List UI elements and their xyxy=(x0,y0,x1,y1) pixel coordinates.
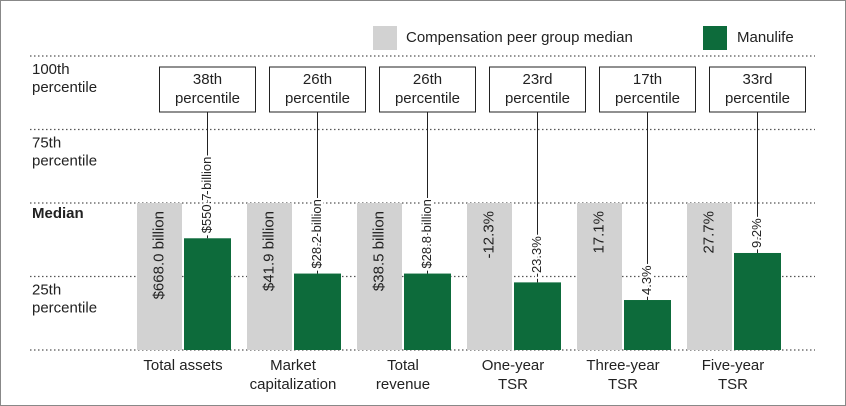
bar xyxy=(734,252,781,350)
bar xyxy=(687,203,732,350)
x-tick-label: Total assets xyxy=(143,357,222,374)
legend-swatch xyxy=(703,26,727,50)
x-tick-label: One-year xyxy=(482,357,545,374)
metric-label: $28.8 billion xyxy=(419,199,434,268)
metric-label: 27.7% xyxy=(700,211,717,254)
metric-label: $41.9 billion xyxy=(260,211,277,291)
label-box xyxy=(159,66,256,113)
x-tick-label: Three-year xyxy=(586,357,659,374)
metric-label: $550.7 billion xyxy=(199,157,214,234)
x-tick-label: revenue xyxy=(376,376,430,393)
value-label: 23rd xyxy=(522,71,552,88)
y-tick-label: 75th xyxy=(32,134,61,151)
metric-label: 9.2% xyxy=(749,218,764,248)
value-label: percentile xyxy=(175,90,240,107)
metric-label: -12.3% xyxy=(480,211,497,259)
bar xyxy=(577,203,622,350)
bar xyxy=(357,203,402,350)
label-box xyxy=(709,66,806,113)
y-tick-label: 25th xyxy=(32,281,61,298)
metric-label: $28.2 billion xyxy=(309,199,324,268)
y-tick-label: 100th xyxy=(32,61,70,78)
y-tick-label: percentile xyxy=(32,299,97,316)
x-tick-label: Five-year xyxy=(702,357,765,374)
legend-label: Manulife xyxy=(737,29,794,46)
label-box xyxy=(599,66,696,113)
value-label: percentile xyxy=(725,90,790,107)
bar xyxy=(514,282,561,350)
bar xyxy=(624,300,671,350)
value-label: percentile xyxy=(615,90,680,107)
value-label: 17th xyxy=(633,71,662,88)
label-box xyxy=(269,66,366,113)
x-tick-label: TSR xyxy=(718,376,748,393)
label-box xyxy=(489,66,586,113)
value-label: percentile xyxy=(285,90,350,107)
value-label: percentile xyxy=(505,90,570,107)
legend-swatch xyxy=(373,26,397,50)
x-tick-label: TSR xyxy=(608,376,638,393)
metric-label: $668.0 billion xyxy=(150,211,167,299)
bar xyxy=(467,203,512,350)
x-tick-label: Market xyxy=(270,357,317,374)
x-tick-label: TSR xyxy=(498,376,528,393)
bar xyxy=(184,238,231,350)
bar xyxy=(294,273,341,350)
x-tick-label: capitalization xyxy=(250,376,337,393)
value-label: percentile xyxy=(395,90,460,107)
value-label: 26th xyxy=(413,71,442,88)
metric-label: 4.3% xyxy=(639,265,654,295)
metric-label: -23.3% xyxy=(529,236,544,278)
legend-label: Compensation peer group median xyxy=(406,29,633,46)
y-tick-label: percentile xyxy=(32,152,97,169)
label-box xyxy=(379,66,476,113)
x-tick-label: Total xyxy=(387,357,419,374)
metric-label: $38.5 billion xyxy=(370,211,387,291)
bar xyxy=(137,203,182,350)
value-label: 26th xyxy=(303,71,332,88)
y-tick-label: percentile xyxy=(32,79,97,96)
bar xyxy=(247,203,292,350)
value-label: 33rd xyxy=(742,71,772,88)
y-tick-label: Median xyxy=(32,205,84,222)
value-label: 38th xyxy=(193,71,222,88)
bar xyxy=(404,273,451,350)
metric-label: 17.1% xyxy=(590,211,607,254)
